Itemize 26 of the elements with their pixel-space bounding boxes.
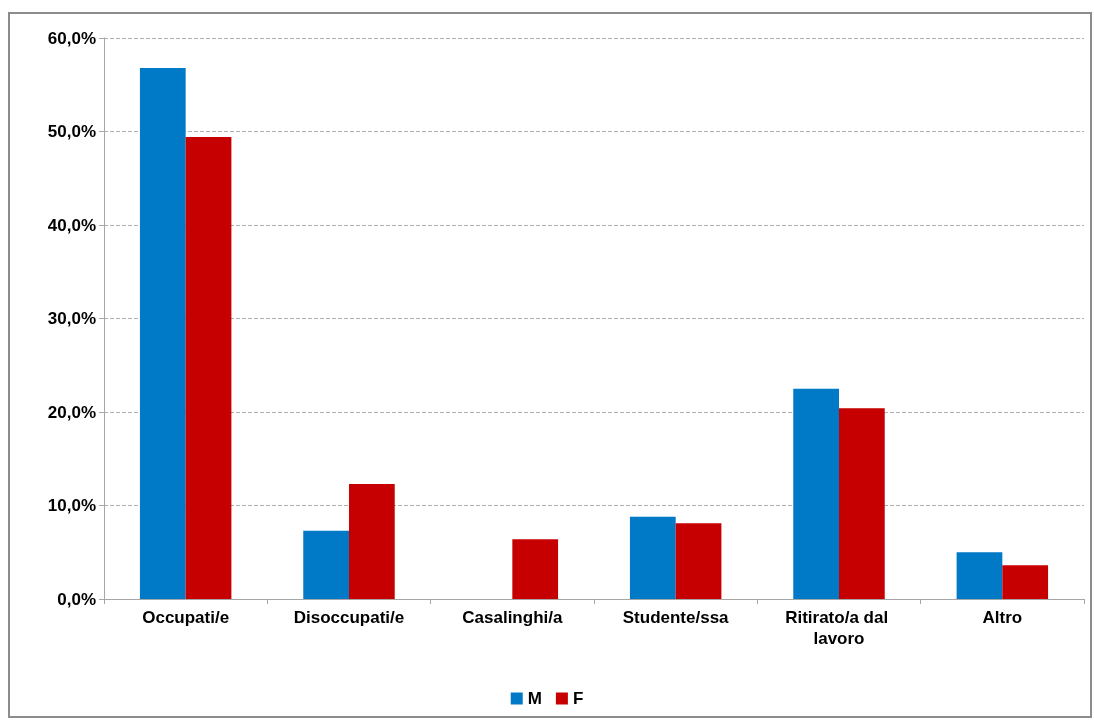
x-tick-label: Studente/ssa bbox=[622, 608, 730, 627]
bar bbox=[512, 539, 559, 599]
bar bbox=[139, 67, 186, 599]
y-tick-label: 0,0% bbox=[57, 589, 96, 609]
bar bbox=[185, 137, 232, 599]
legend-label: M bbox=[527, 689, 542, 708]
x-tick-label: Altro bbox=[982, 608, 1023, 627]
y-tick-label: 20,0% bbox=[47, 402, 96, 422]
bar bbox=[839, 408, 885, 599]
x-tick-label: Disoccupati/e bbox=[293, 608, 405, 627]
y-tick-label: 10,0% bbox=[47, 496, 96, 515]
bar bbox=[793, 388, 839, 599]
bar bbox=[349, 484, 395, 599]
y-tick-label: 40,0% bbox=[47, 215, 96, 235]
x-tick-label: Occupati/e bbox=[142, 608, 230, 627]
bar bbox=[629, 516, 676, 599]
bar bbox=[956, 552, 1003, 599]
y-tick-label: 50,0% bbox=[47, 122, 96, 141]
y-tick-label: 60,0% bbox=[47, 28, 96, 48]
legend-label: F bbox=[572, 689, 584, 708]
bar bbox=[675, 523, 722, 599]
bar bbox=[303, 530, 349, 599]
x-tick-label: Casalinghi/a bbox=[462, 608, 563, 627]
x-tick-label: Ritirato/a dal lavoro bbox=[785, 608, 893, 648]
y-tick-label: 30,0% bbox=[47, 309, 96, 328]
bar bbox=[1002, 565, 1049, 599]
